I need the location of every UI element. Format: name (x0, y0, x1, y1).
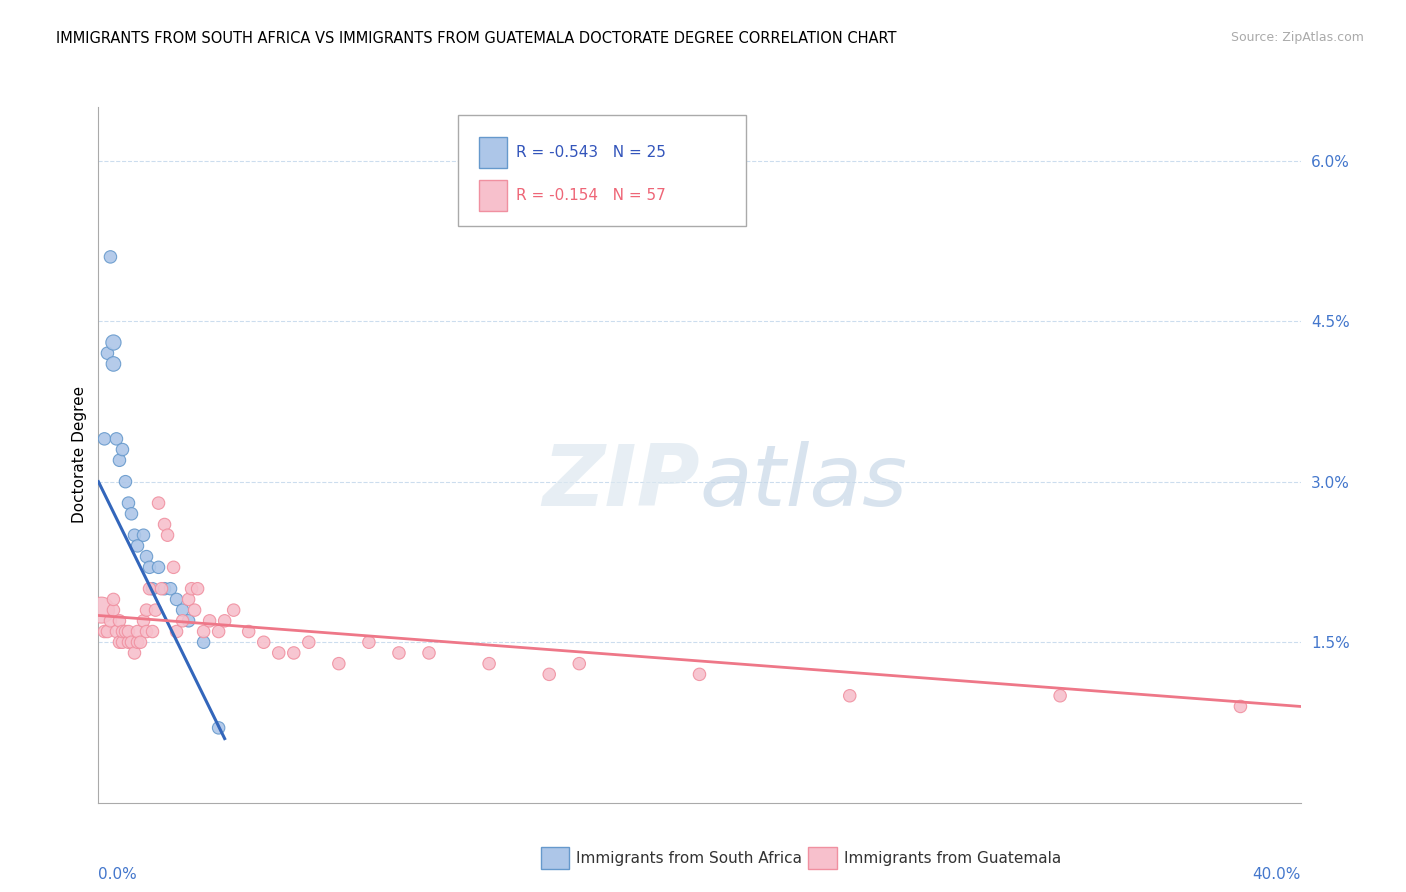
Point (159, 582, 181, 596)
Point (100, 614, 122, 628)
Point (127, 539, 149, 553)
Point (117, 496, 139, 510)
Point (124, 528, 146, 542)
Point (129, 635, 152, 649)
Point (198, 614, 221, 628)
Point (298, 635, 321, 649)
Point (103, 592, 125, 607)
Point (138, 582, 160, 596)
Point (153, 582, 176, 596)
Y-axis label: Doctorate Degree: Doctorate Degree (72, 386, 87, 524)
Point (838, 689, 860, 703)
Text: 40.0%: 40.0% (1253, 867, 1301, 882)
Point (478, 657, 501, 671)
Point (105, 432, 128, 446)
Point (214, 614, 236, 628)
Point (177, 614, 200, 628)
Point (111, 635, 134, 649)
Point (90, 603, 112, 617)
Point (103, 335, 125, 350)
Text: atlas: atlas (700, 442, 907, 524)
Point (156, 528, 179, 542)
Point (103, 603, 125, 617)
Point (132, 614, 155, 628)
Point (127, 635, 149, 649)
Point (145, 603, 167, 617)
Point (253, 635, 276, 649)
Point (117, 624, 139, 639)
Point (103, 357, 125, 371)
Point (267, 646, 290, 660)
Point (1229, 699, 1251, 714)
Point (153, 517, 176, 532)
Point (208, 624, 231, 639)
Text: 0.0%: 0.0% (98, 867, 138, 882)
Point (100, 250, 122, 264)
Point (172, 614, 194, 628)
Point (283, 646, 305, 660)
Point (172, 603, 194, 617)
Point (121, 507, 143, 521)
Point (111, 624, 134, 639)
Point (357, 635, 380, 649)
Point (183, 603, 205, 617)
Point (124, 646, 146, 660)
Point (138, 560, 160, 574)
Point (328, 657, 350, 671)
Point (121, 635, 143, 649)
Point (135, 549, 157, 564)
Text: Immigrants from South Africa: Immigrants from South Africa (576, 851, 803, 865)
Point (114, 475, 136, 489)
Point (127, 624, 149, 639)
Point (132, 528, 155, 542)
Point (418, 646, 440, 660)
Point (114, 624, 136, 639)
Point (238, 624, 260, 639)
Point (135, 624, 157, 639)
Point (568, 657, 591, 671)
Text: Immigrants from Guatemala: Immigrants from Guatemala (844, 851, 1062, 865)
Point (96, 346, 118, 360)
Point (93, 624, 115, 639)
Point (141, 582, 163, 596)
Point (208, 721, 231, 735)
Point (148, 560, 170, 574)
Point (108, 453, 131, 467)
Point (105, 624, 128, 639)
Point (689, 667, 711, 681)
Point (222, 603, 245, 617)
Point (162, 560, 184, 574)
Point (538, 667, 561, 681)
Point (166, 624, 188, 639)
Text: IMMIGRANTS FROM SOUTH AFRICA VS IMMIGRANTS FROM GUATEMALA DOCTORATE DEGREE CORRE: IMMIGRANTS FROM SOUTH AFRICA VS IMMIGRAN… (56, 31, 897, 46)
Text: Source: ZipAtlas.com: Source: ZipAtlas.com (1230, 31, 1364, 45)
Point (135, 603, 157, 617)
Text: R = -0.154   N = 57: R = -0.154 N = 57 (516, 187, 665, 202)
Point (148, 496, 170, 510)
Point (108, 614, 131, 628)
Point (96, 624, 118, 639)
Text: ZIP: ZIP (541, 442, 700, 524)
Point (93, 432, 115, 446)
Point (117, 635, 139, 649)
Point (141, 624, 163, 639)
Point (193, 635, 215, 649)
Point (187, 582, 209, 596)
Point (193, 624, 215, 639)
Point (150, 582, 173, 596)
Point (177, 592, 200, 607)
Point (180, 582, 202, 596)
Point (388, 646, 411, 660)
Point (1049, 689, 1071, 703)
Point (108, 635, 131, 649)
Point (111, 442, 134, 457)
Point (166, 592, 188, 607)
Text: R = -0.543   N = 25: R = -0.543 N = 25 (516, 145, 665, 160)
